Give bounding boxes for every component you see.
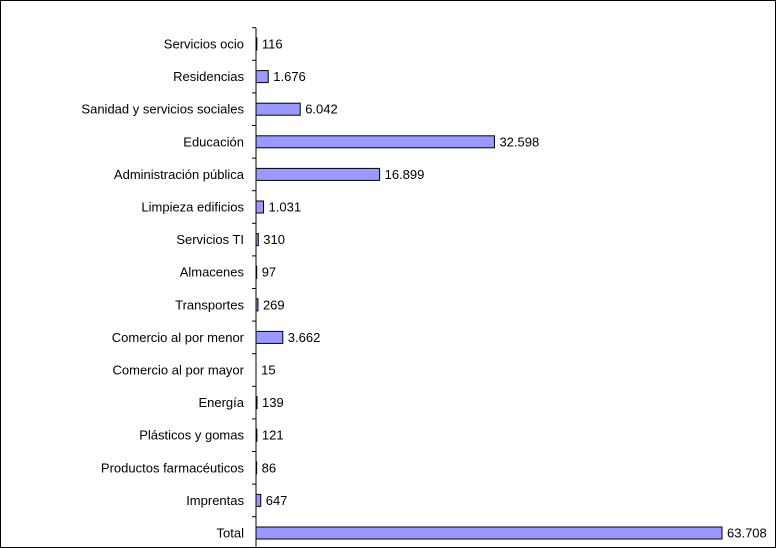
category-label-administracion-publica: Administración pública xyxy=(114,167,245,182)
category-label-comercio-al-por-mayor: Comercio al por mayor xyxy=(113,363,245,378)
category-label-sanidad-y-servicios-sociales: Sanidad y servicios sociales xyxy=(81,102,244,117)
category-label-almacenes: Almacenes xyxy=(180,265,245,280)
value-label-residencias: 1.676 xyxy=(273,69,306,84)
bar-imprentas xyxy=(255,493,262,507)
bar-comercio-al-por-menor xyxy=(255,330,284,344)
category-label-energia: Energía xyxy=(198,395,244,410)
value-label-plasticos-y-gomas: 121 xyxy=(262,428,284,443)
bar-limpieza-edificios xyxy=(255,200,265,214)
value-label-educacion: 32.598 xyxy=(499,134,539,149)
category-label-plasticos-y-gomas: Plásticos y gomas xyxy=(139,428,244,443)
bar-sanidad-y-servicios-sociales xyxy=(255,102,301,116)
value-label-total: 63.708 xyxy=(727,526,767,541)
value-label-limpieza-edificios: 1.031 xyxy=(269,200,302,215)
value-label-comercio-al-por-mayor: 15 xyxy=(261,363,275,378)
ticks-layer xyxy=(252,27,256,518)
bar-total xyxy=(255,526,723,540)
value-label-productos-farmaceuticos: 86 xyxy=(262,460,276,475)
category-label-total: Total xyxy=(217,526,245,541)
bar-administracion-publica xyxy=(255,167,381,181)
bar-residencias xyxy=(255,70,269,84)
category-label-educacion: Educación xyxy=(183,134,244,149)
category-label-residencias: Residencias xyxy=(173,69,244,84)
value-label-transportes: 269 xyxy=(263,297,285,312)
category-label-imprentas: Imprentas xyxy=(186,493,244,508)
category-label-servicios-ti: Servicios TI xyxy=(176,232,244,247)
value-label-comercio-al-por-menor: 3.662 xyxy=(288,330,321,345)
value-label-servicios-ocio: 116 xyxy=(262,37,283,52)
category-label-comercio-al-por-menor: Comercio al por menor xyxy=(112,330,245,345)
category-label-transportes: Transportes xyxy=(175,297,244,312)
value-label-sanidad-y-servicios-sociales: 6.042 xyxy=(305,102,338,117)
value-label-energia: 139 xyxy=(262,395,284,410)
category-label-servicios-ocio: Servicios ocio xyxy=(164,37,244,52)
value-label-servicios-ti: 310 xyxy=(263,232,285,247)
category-label-productos-farmaceuticos: Productos farmacéuticos xyxy=(101,460,245,475)
category-label-limpieza-edificios: Limpieza edificios xyxy=(141,200,244,215)
value-label-imprentas: 647 xyxy=(266,493,288,508)
value-label-almacenes: 97 xyxy=(262,265,276,280)
category-labels: Servicios ocio Residencias Sanidad y servi… xyxy=(81,37,244,541)
bar-educacion xyxy=(255,135,495,149)
value-labels: 116 1.676 6.042 32.598 16.899 1.031 310 97 269 3.… xyxy=(261,37,767,541)
value-label-administracion-publica: 16.899 xyxy=(385,167,425,182)
